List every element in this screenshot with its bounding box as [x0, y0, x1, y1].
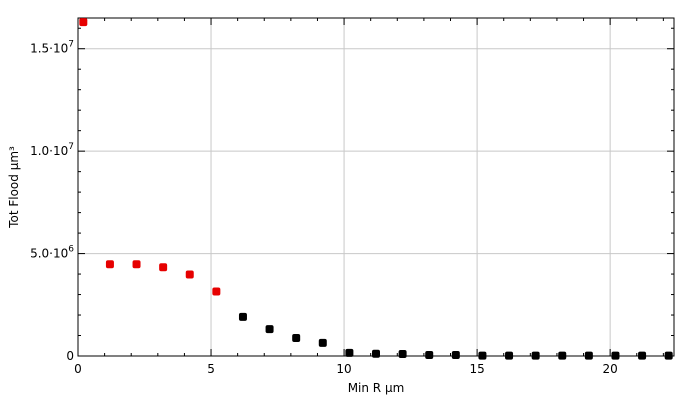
data-point [238, 312, 247, 321]
y-tick-label: 1.0·107 [30, 142, 74, 158]
data-point [584, 351, 593, 360]
x-tick-label: 10 [336, 362, 351, 376]
data-point [292, 333, 301, 342]
data-point [265, 325, 274, 334]
data-point [212, 287, 221, 296]
data-point [531, 351, 540, 360]
axis-ticks: 0 5 10 15 20 0 5.0·106 1.0·107 1.5·107 [30, 18, 674, 376]
data-point [185, 270, 194, 279]
y-tick-label: 1.5·107 [30, 40, 74, 56]
data-point [318, 338, 327, 347]
data-point [159, 263, 168, 272]
data-point [345, 348, 354, 357]
data-point [478, 351, 487, 360]
y-tick-label: 0 [66, 349, 74, 363]
data-point [372, 349, 380, 358]
x-tick-label: 15 [469, 362, 484, 376]
data-point [79, 18, 88, 27]
x-tick-label: 20 [603, 362, 618, 376]
data-point [398, 349, 407, 358]
data-point [451, 350, 460, 359]
x-tick-label: 0 [74, 362, 82, 376]
data-point [638, 351, 647, 360]
x-axis-label: Min R µm [348, 381, 405, 395]
data-point [664, 351, 673, 360]
data-point [132, 260, 141, 269]
grid [78, 18, 674, 356]
data-point [558, 351, 567, 360]
data-point [425, 350, 434, 359]
y-axis-label: Tot Flood µm³ [7, 146, 21, 229]
x-tick-label: 5 [207, 362, 215, 376]
data-point [611, 351, 620, 360]
data-points [79, 18, 673, 360]
y-tick-label: 5.0·106 [30, 245, 74, 261]
data-point [505, 351, 514, 360]
data-point [105, 260, 114, 269]
plot-frame [77, 17, 675, 357]
